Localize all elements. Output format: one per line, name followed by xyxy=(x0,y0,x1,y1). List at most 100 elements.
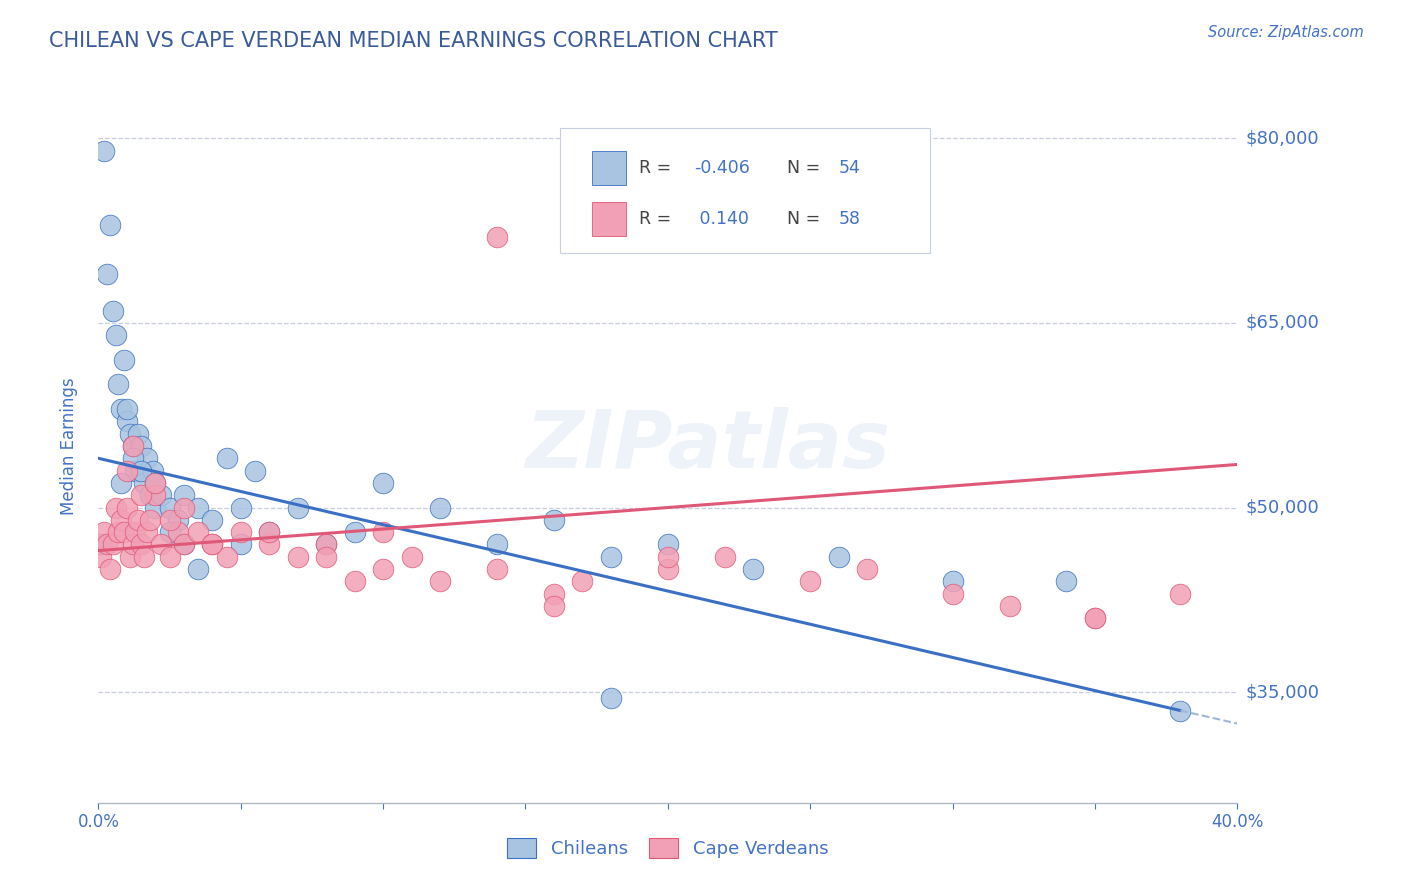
Point xyxy=(129,488,152,502)
Point xyxy=(657,549,679,564)
Point xyxy=(112,352,135,367)
Point xyxy=(124,464,146,478)
Point xyxy=(145,475,167,490)
Text: N =: N = xyxy=(787,159,827,177)
Point xyxy=(167,525,190,540)
Point xyxy=(373,562,395,576)
Point xyxy=(1084,611,1107,625)
Point xyxy=(201,513,224,527)
Y-axis label: Median Earnings: Median Earnings xyxy=(59,377,77,515)
Point xyxy=(159,513,181,527)
Point xyxy=(173,488,195,502)
Text: $50,000: $50,000 xyxy=(1246,499,1319,516)
Point xyxy=(129,537,152,551)
Point xyxy=(118,549,141,564)
Point xyxy=(187,500,209,515)
Point xyxy=(121,439,143,453)
Point xyxy=(132,475,155,490)
Point xyxy=(543,587,565,601)
Point xyxy=(141,464,163,478)
Point xyxy=(90,537,112,551)
Point xyxy=(1170,704,1192,718)
Point xyxy=(96,537,118,551)
Point xyxy=(259,537,281,551)
Text: ZIPatlas: ZIPatlas xyxy=(526,407,890,485)
Point xyxy=(486,537,509,551)
Point xyxy=(714,549,737,564)
Point xyxy=(942,574,965,589)
Text: Source: ZipAtlas.com: Source: ZipAtlas.com xyxy=(1208,25,1364,40)
Point xyxy=(828,549,851,564)
Point xyxy=(145,475,167,490)
Point xyxy=(373,475,395,490)
Point xyxy=(132,549,155,564)
Point xyxy=(159,525,181,540)
Point xyxy=(543,599,565,613)
Point xyxy=(127,513,149,527)
Point xyxy=(187,562,209,576)
Point xyxy=(90,549,112,564)
Point xyxy=(600,549,623,564)
Point xyxy=(129,464,152,478)
Point xyxy=(115,402,138,417)
Point xyxy=(110,402,132,417)
Point xyxy=(135,525,157,540)
FancyBboxPatch shape xyxy=(560,128,929,253)
Point xyxy=(373,525,395,540)
Point xyxy=(229,525,252,540)
Point xyxy=(229,537,252,551)
Point xyxy=(98,218,121,232)
Point xyxy=(243,464,266,478)
Point xyxy=(173,500,195,515)
Point xyxy=(315,549,337,564)
Point xyxy=(201,537,224,551)
Point xyxy=(150,537,173,551)
Text: N =: N = xyxy=(787,211,827,228)
FancyBboxPatch shape xyxy=(592,151,626,185)
Point xyxy=(159,500,181,515)
Point xyxy=(121,537,143,551)
Point xyxy=(112,525,135,540)
Text: -0.406: -0.406 xyxy=(695,159,749,177)
Point xyxy=(1084,611,1107,625)
Point xyxy=(115,464,138,478)
Point xyxy=(104,328,127,343)
Point xyxy=(138,513,160,527)
Text: 54: 54 xyxy=(839,159,860,177)
Point xyxy=(1170,587,1192,601)
Text: $80,000: $80,000 xyxy=(1246,129,1319,147)
Point xyxy=(259,525,281,540)
Point xyxy=(401,549,423,564)
Point xyxy=(543,513,565,527)
Point xyxy=(150,488,173,502)
Point xyxy=(657,537,679,551)
Point xyxy=(124,525,146,540)
Point xyxy=(107,525,129,540)
Point xyxy=(287,500,309,515)
Point xyxy=(115,414,138,428)
Point xyxy=(229,500,252,515)
Point xyxy=(429,500,451,515)
Point xyxy=(118,426,141,441)
Text: R =: R = xyxy=(640,159,678,177)
Point xyxy=(799,574,821,589)
Point xyxy=(201,537,224,551)
Point xyxy=(657,562,679,576)
Text: $35,000: $35,000 xyxy=(1246,683,1320,701)
Point xyxy=(101,303,124,318)
Point xyxy=(315,537,337,551)
Point xyxy=(571,574,593,589)
Text: 58: 58 xyxy=(839,211,860,228)
FancyBboxPatch shape xyxy=(592,202,626,236)
Point xyxy=(121,439,143,453)
Point xyxy=(93,525,115,540)
Point xyxy=(215,451,238,466)
Point xyxy=(215,549,238,564)
Point xyxy=(600,691,623,706)
Point xyxy=(343,525,366,540)
Legend: Chileans, Cape Verdeans: Chileans, Cape Verdeans xyxy=(501,830,835,865)
Point xyxy=(110,513,132,527)
Point xyxy=(115,500,138,515)
Point xyxy=(93,144,115,158)
Point xyxy=(259,525,281,540)
